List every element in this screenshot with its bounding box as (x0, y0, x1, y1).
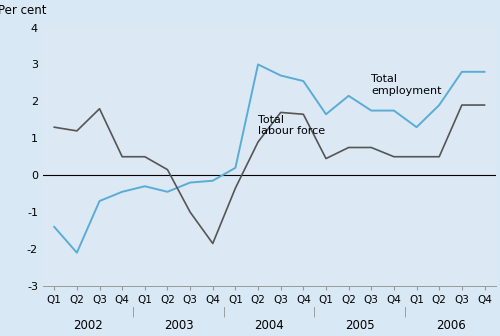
Text: |: | (404, 307, 407, 317)
Text: 2002: 2002 (74, 319, 103, 332)
Text: |: | (313, 307, 316, 317)
Text: 2003: 2003 (164, 319, 194, 332)
Text: |: | (132, 307, 135, 317)
Text: 2005: 2005 (345, 319, 375, 332)
Text: 2004: 2004 (254, 319, 284, 332)
Text: Total
labour force: Total labour force (258, 115, 325, 136)
Text: |: | (222, 307, 226, 317)
Text: Total
employment: Total employment (372, 74, 442, 95)
Text: Per cent: Per cent (0, 4, 46, 17)
Text: 2006: 2006 (436, 319, 466, 332)
